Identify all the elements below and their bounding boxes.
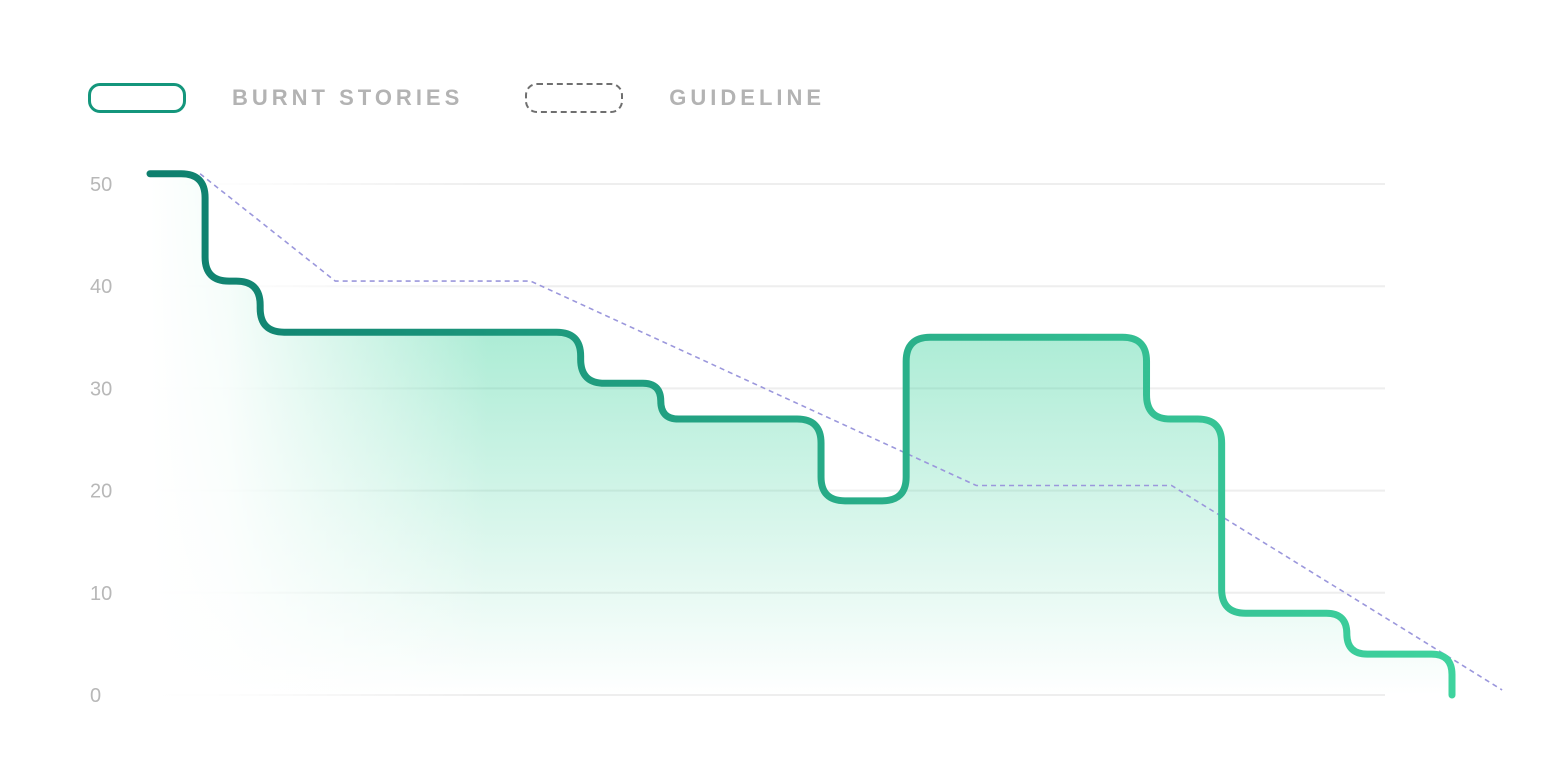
legend: BURNT STORIES GUIDELINE — [88, 80, 887, 116]
y-tick-label-10: 10 — [90, 583, 112, 605]
burnt-stories-legend-label: BURNT STORIES — [232, 85, 464, 110]
area-fade-overlay — [150, 174, 1452, 705]
y-tick-label-0: 0 — [90, 685, 101, 707]
guideline-legend-label: GUIDELINE — [669, 85, 826, 110]
burnt-stories-legend-swatch — [88, 83, 186, 113]
guideline-series — [199, 173, 1503, 691]
y-tick-label-40: 40 — [90, 276, 112, 298]
guideline-legend-swatch — [525, 83, 624, 113]
y-tick-label-30: 30 — [90, 378, 112, 400]
y-axis-ticks: 0 10 20 30 40 50 — [90, 174, 112, 707]
burnt-stories-series — [146, 170, 1456, 699]
guideline-line — [199, 173, 1503, 691]
y-tick-label-50: 50 — [90, 174, 112, 196]
burnt-stories-line — [146, 170, 1456, 699]
burnt-stories-area — [150, 173, 1452, 705]
y-tick-label-20: 20 — [90, 481, 112, 503]
